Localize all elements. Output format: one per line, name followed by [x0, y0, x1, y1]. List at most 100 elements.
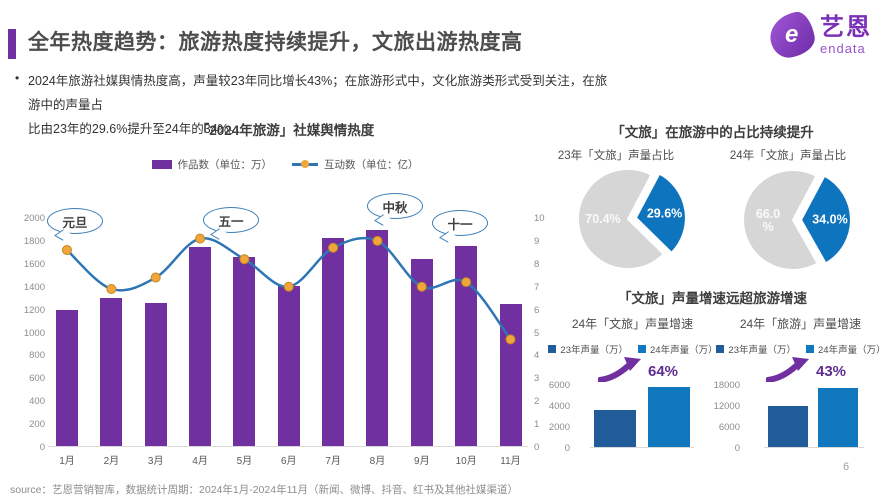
- pie-label-wenlv: 29.6%: [647, 206, 682, 220]
- secondary-y-axis-tick-label: 4: [534, 350, 540, 362]
- bar-11月: [499, 304, 522, 446]
- legend-swatch-icon: [548, 345, 557, 353]
- legend-label: 23年声量（万）: [728, 345, 796, 356]
- y-axis-tick-label: 200: [29, 419, 45, 431]
- growth-arrow-icon: [766, 357, 809, 382]
- main-chart-legend: 作品数（单位：万） 互动数（单位：亿）: [60, 157, 510, 172]
- x-axis-tick-label: 5月: [236, 456, 253, 467]
- callout-五一: 五一: [203, 207, 259, 233]
- y-axis-tick-label: 800: [29, 350, 45, 362]
- y-axis-tick-label: 600: [29, 373, 45, 385]
- legend-label: 24年声量（万）: [818, 345, 886, 356]
- page-number: 6: [843, 461, 850, 473]
- mini-chart-lvyou-legend: 23年声量（万） 24年声量（万）: [706, 342, 889, 356]
- mini-chart-wenlv-y-axis: 6000 4000 2000 0: [534, 380, 570, 460]
- x-axis-tick-label: 11月: [500, 456, 521, 467]
- pie-23-title: 23年「文旅」声量占比: [557, 150, 675, 162]
- y-axis-tick-label: 1200: [23, 304, 45, 316]
- line-series: [62, 233, 516, 345]
- legend-item-23: 23年声量（万）: [716, 342, 796, 356]
- x-axis-tick-label: 9月: [414, 456, 430, 467]
- bar-6月: [277, 285, 300, 446]
- pie_24: 66.0 % 34.0%: [742, 169, 852, 271]
- source-note: source：艺恩营销智库，数据统计周期：2024年1月-2024年11月（新闻…: [10, 484, 518, 496]
- summary-line-2: 比由23年的29.6%提升至24年的34%。: [28, 121, 242, 136]
- legend-swatch-icon: [806, 345, 814, 353]
- y-axis-tick-label: 12000: [713, 401, 740, 412]
- secondary-y-axis-tick-label: 2: [534, 396, 540, 408]
- y-axis-tick-label: 0: [39, 442, 45, 453]
- line-swatch-icon: [292, 160, 318, 168]
- y-axis-tick-label: 2000: [548, 422, 570, 433]
- x-axis-tick-label: 10月: [455, 456, 477, 467]
- mini-chart-lvyou-title: 24年「旅游」声量增速: [739, 317, 862, 331]
- bar-3月: [144, 302, 167, 446]
- pie-label-wenlv: 34.0%: [812, 212, 847, 226]
- page-title: 全年热度趋势：旅游热度持续提升，文旅出游热度高: [28, 31, 523, 54]
- line-marker-4月: [195, 233, 206, 244]
- line-marker-2月: [106, 283, 117, 294]
- main-chart-left-axis: 2000 1800 1600 1400 1200 1000 800 600 400 200 0: [12, 213, 45, 453]
- bar-5月: [233, 257, 256, 446]
- x-axis-tick-label: 4月: [192, 456, 208, 467]
- secondary-y-axis-tick-label: 10: [534, 213, 545, 224]
- legend-label: 24年声量（万）: [650, 345, 718, 356]
- growth-arrow-icon: [598, 357, 641, 382]
- secondary-y-axis-tick-label: 6: [534, 304, 540, 316]
- y-axis-tick-label: 0: [564, 443, 570, 454]
- x-axis-tick-label: 1月: [59, 456, 75, 467]
- pie-slice-other: [577, 168, 666, 270]
- y-axis-tick-label: 1400: [23, 281, 45, 293]
- y-axis-tick-label: 0: [734, 443, 740, 454]
- mini-chart-wenlv-title: 24年「文旅」声量增速: [571, 317, 694, 331]
- legend-swatch-icon: [638, 345, 646, 353]
- line-marker-10月: [461, 277, 472, 288]
- growth-percent: 43%: [816, 363, 847, 380]
- secondary-y-axis-tick-label: 3: [534, 373, 540, 385]
- legend-item-24: 24年声量（万）: [806, 342, 886, 356]
- pie-24-title: 24年「文旅」声量占比: [729, 150, 847, 162]
- x-axis-tick-label: 3月: [147, 456, 164, 467]
- growth-indicator-lvyou: 43%: [766, 356, 846, 382]
- bar-1月: [56, 309, 78, 446]
- bar-24年声量（万）: [818, 387, 858, 447]
- legend-label-line: 互动数（单位：亿）: [324, 159, 419, 171]
- secondary-y-axis-tick-label: 1: [534, 419, 540, 431]
- legend-item-24: 24年声量（万）: [638, 342, 718, 356]
- bar-23年声量（万）: [594, 410, 636, 447]
- bar-24年声量（万）: [648, 387, 690, 447]
- x-axis-tick-label: 7月: [325, 456, 341, 467]
- main-chart-right-axis: 10 9 8 7 6 5 4 3 2 1 0: [534, 213, 554, 453]
- summary-text: 2024年旅游社媒舆情热度高，声量较23年同比增长43%；在旅游形式中，文化旅游…: [28, 70, 608, 141]
- legend-item-bars: 作品数（单位：万）: [151, 157, 272, 172]
- bar-7月: [322, 237, 345, 446]
- secondary-y-axis-tick-label: 0: [534, 442, 540, 453]
- bar-23年声量（万）: [768, 405, 808, 447]
- pie-label-other: 66.0%: [756, 207, 780, 234]
- y-axis-tick-label: 1600: [23, 258, 45, 270]
- y-axis-tick-label: 400: [29, 396, 45, 408]
- logo-mark: e: [785, 21, 799, 49]
- y-axis-tick-label: 6000: [548, 380, 570, 391]
- y-axis-tick-label: 1000: [23, 327, 45, 339]
- pie-label-other: 70.4%: [585, 212, 620, 226]
- main-chart-title: 「2024年旅游」社媒舆情热度: [195, 123, 375, 138]
- logo-name-en: endata: [820, 40, 866, 56]
- y-axis-tick-label: 18000: [713, 380, 740, 391]
- legend-label: 23年声量（万）: [560, 345, 628, 356]
- endata-logo: e 艺恩 endata: [766, 9, 872, 61]
- secondary-y-axis-tick-label: 9: [534, 235, 540, 247]
- mini-chart-wenlv-plot: [590, 385, 694, 448]
- logo-text: 艺恩 endata: [820, 15, 872, 56]
- growth-percent: 64%: [648, 363, 679, 380]
- pie_23: 70.4% 29.6%: [577, 168, 687, 270]
- bar-8月: [366, 229, 389, 446]
- bar-swatch-icon: [151, 160, 172, 169]
- legend-swatch-icon: [716, 345, 725, 353]
- main-chart-x-axis: 1月 2月 3月 4月 5月 6月 7月 8月 9月 10月 11月: [48, 452, 528, 467]
- bar-4月: [189, 246, 212, 446]
- mini-chart-lvyou-y-axis: 18000 12000 6000 0: [700, 380, 740, 460]
- pie-slice-wenlv: [799, 174, 852, 265]
- legend-item-23: 23年声量（万）: [548, 342, 628, 356]
